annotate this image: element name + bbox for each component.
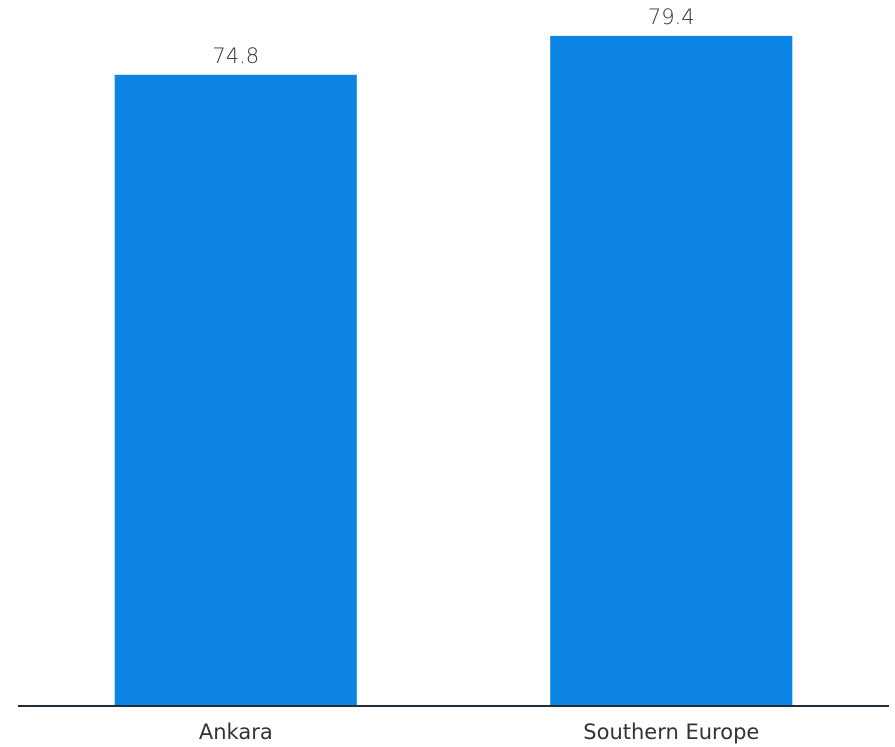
bar-1 xyxy=(550,35,793,706)
x-tick-labels-group: Ankara Southern Europe xyxy=(199,720,759,744)
bars-group xyxy=(114,35,793,707)
x-tick-label-1: Southern Europe xyxy=(583,720,759,744)
x-tick-label-0: Ankara xyxy=(199,720,273,744)
data-label-0: 74.8 xyxy=(212,44,259,68)
bar-0 xyxy=(114,74,357,707)
data-label-1: 79.4 xyxy=(648,5,695,29)
data-labels-group: 74.8 79.4 xyxy=(212,5,694,68)
